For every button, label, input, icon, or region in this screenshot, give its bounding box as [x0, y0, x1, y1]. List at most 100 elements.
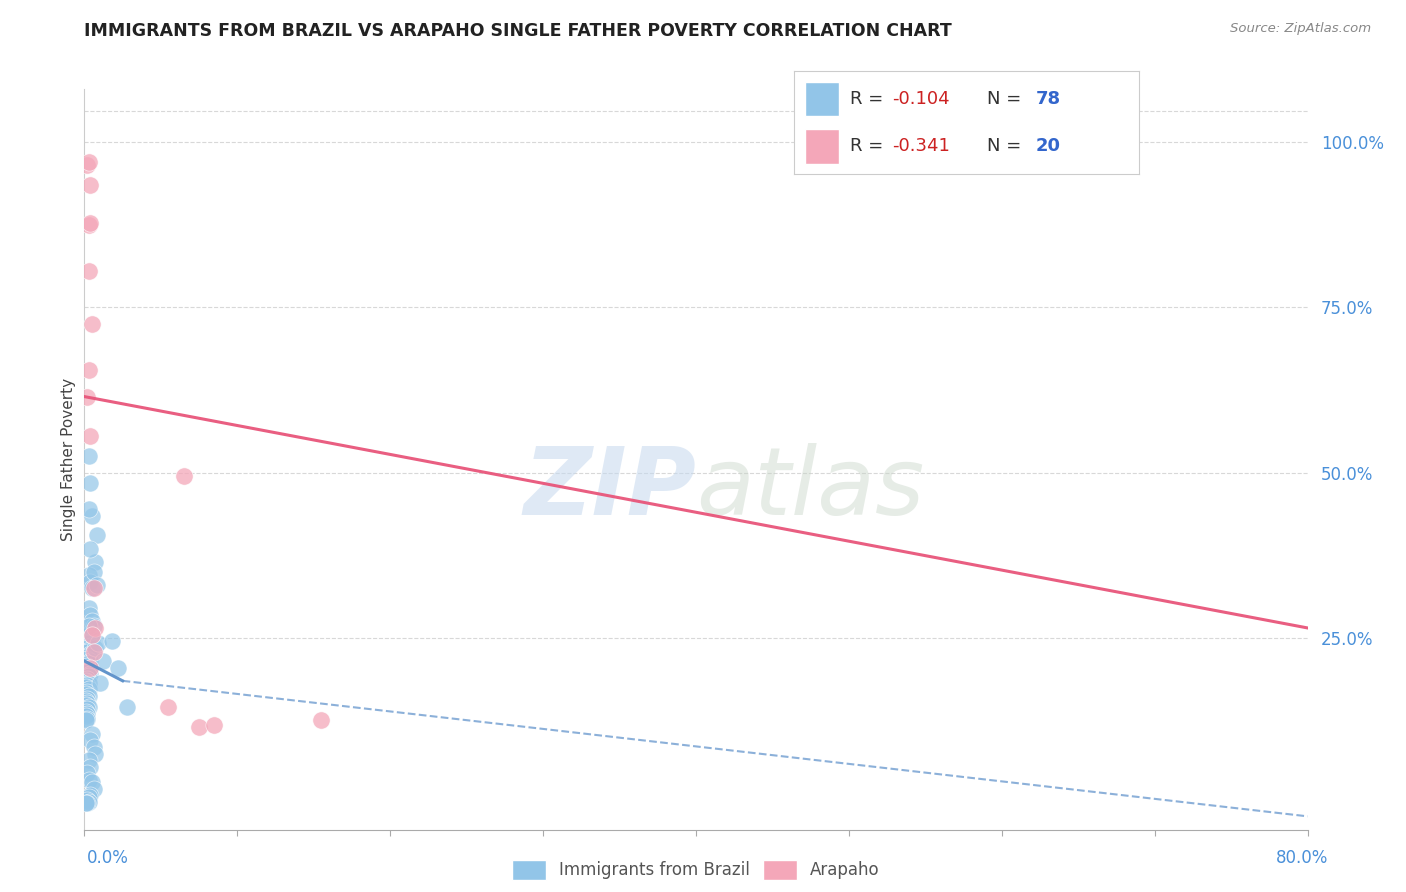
Point [77, 619, 100, 633]
Point [76, 665, 98, 680]
Point [83, 739, 105, 754]
Point [76, 652, 98, 666]
Text: ZIP: ZIP [523, 443, 696, 535]
Point [75, 681, 97, 695]
Point [77, 689, 100, 703]
Point [86, 528, 108, 542]
Point [101, 634, 124, 648]
Point [80, 627, 103, 641]
Point [77, 568, 100, 582]
Point [84, 640, 107, 655]
Point [79, 541, 101, 556]
Point [77, 675, 100, 690]
Point [77, 363, 100, 377]
Point [75, 796, 97, 810]
Point [84, 621, 107, 635]
Point [79, 607, 101, 622]
Point [77, 795, 100, 809]
Point [107, 660, 129, 674]
Point [80, 632, 103, 647]
Point [76, 685, 98, 699]
Point [83, 781, 105, 796]
Point [83, 619, 105, 633]
Point [80, 727, 103, 741]
Point [188, 720, 211, 734]
Point [79, 639, 101, 653]
Point [79, 660, 101, 674]
Point [76, 702, 98, 716]
Point [202, 718, 225, 732]
Point [77, 627, 100, 641]
Point [311, 714, 333, 728]
Point [79, 733, 101, 747]
Point [75, 673, 97, 688]
Point [91, 654, 114, 668]
Point [83, 582, 105, 596]
Text: 20: 20 [1035, 137, 1060, 155]
Point [83, 565, 105, 579]
Point [83, 645, 105, 659]
Point [77, 656, 100, 670]
FancyBboxPatch shape [804, 128, 839, 163]
Point [76, 696, 98, 710]
Text: -0.104: -0.104 [893, 90, 950, 108]
Point [75, 709, 97, 723]
FancyBboxPatch shape [804, 81, 839, 117]
Point [76, 766, 98, 780]
Point [79, 216, 101, 230]
Point [77, 649, 100, 664]
Point [77, 218, 100, 232]
Point [84, 555, 107, 569]
Point [173, 469, 195, 483]
Point [76, 793, 98, 807]
Text: N =: N = [987, 137, 1028, 155]
Point [77, 642, 100, 657]
Point [77, 155, 100, 169]
Point [87, 636, 110, 650]
Point [157, 700, 180, 714]
Point [80, 615, 103, 629]
Point [76, 672, 98, 686]
Point [80, 317, 103, 331]
Point [79, 178, 101, 192]
Point [79, 475, 101, 490]
Point [77, 264, 100, 278]
Text: Source: ZipAtlas.com: Source: ZipAtlas.com [1230, 22, 1371, 36]
Point [77, 789, 100, 804]
Text: 78: 78 [1035, 90, 1060, 108]
Text: IMMIGRANTS FROM BRAZIL VS ARAPAHO SINGLE FATHER POVERTY CORRELATION CHART: IMMIGRANTS FROM BRAZIL VS ARAPAHO SINGLE… [84, 22, 952, 40]
Legend: Immigrants from Brazil, Arapaho: Immigrants from Brazil, Arapaho [505, 852, 887, 888]
Point [76, 678, 98, 692]
Point [80, 627, 103, 641]
Point [89, 675, 111, 690]
Point [79, 648, 101, 662]
Point [77, 753, 100, 767]
Point [80, 582, 103, 596]
Text: -0.341: -0.341 [893, 137, 950, 155]
Point [79, 625, 101, 640]
Text: 80.0%: 80.0% [1277, 849, 1329, 867]
Point [75, 693, 97, 707]
Point [76, 390, 98, 404]
Point [79, 429, 101, 443]
Point [76, 712, 98, 726]
Point [79, 788, 101, 802]
Y-axis label: Single Father Poverty: Single Father Poverty [60, 378, 76, 541]
Point [80, 775, 103, 789]
Point [79, 667, 101, 681]
Point [75, 687, 97, 701]
Point [75, 698, 97, 713]
Text: R =: R = [849, 137, 889, 155]
Point [76, 645, 98, 659]
Point [84, 747, 107, 761]
Point [76, 158, 98, 172]
Point [77, 663, 100, 677]
Point [79, 660, 101, 674]
Point [77, 700, 100, 714]
Point [79, 760, 101, 774]
Point [76, 691, 98, 706]
Point [77, 502, 100, 516]
Point [79, 654, 101, 668]
Point [77, 449, 100, 463]
Point [76, 706, 98, 721]
